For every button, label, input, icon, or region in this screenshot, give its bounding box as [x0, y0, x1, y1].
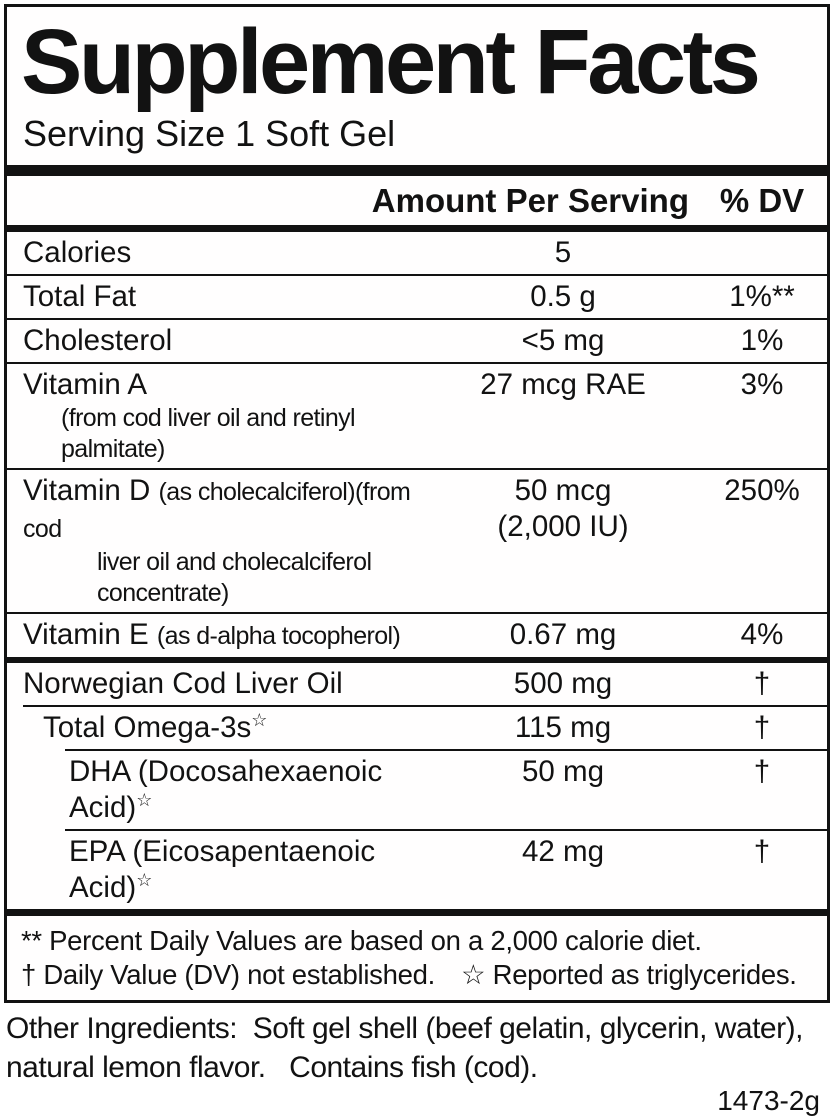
row-divider: [7, 318, 827, 321]
dv-value: 1%: [740, 324, 784, 358]
footnote-line-1: ** Percent Daily Values are based on a 2…: [21, 925, 702, 957]
footnotes: ** Percent Daily Values are based on a 2…: [7, 916, 827, 1000]
nutrient-row-cholesterol: Cholesterol <5 mg 1%: [7, 320, 827, 362]
nutrient-amount: 27 mcg RAE: [480, 368, 646, 402]
dv-value: 3%: [740, 368, 784, 402]
nutrient-amount-iu: (2,000 IU): [497, 510, 629, 544]
other-ingredients: Other Ingredients: Soft gel shell (beef …: [6, 1012, 811, 1085]
nutrient-row-total-fat: Total Fat 0.5 g 1%**: [7, 276, 827, 318]
footnote-dagger-note: † Daily Value (DV) not established.: [21, 959, 435, 991]
dv-value: 250%: [724, 474, 800, 508]
nutrient-amount: 115 mg: [514, 711, 612, 745]
row-divider-indented: [23, 705, 827, 708]
nutrient-name: EPA (Eicosapentaenoic Acid)☆: [23, 834, 423, 906]
nutrient-amount-text: 50 mcg: [514, 474, 612, 508]
row-divider: [7, 274, 827, 277]
product-code: 1473-2g: [717, 1085, 820, 1116]
percent-dv-header: % DV: [719, 181, 805, 219]
amount-per-serving-header: Amount Per Serving: [371, 181, 689, 219]
nutrient-name: Vitamin A (from cod liver oil and retiny…: [23, 367, 423, 465]
nutrient-form-note: (as d-alpha tocopherol): [156, 622, 401, 651]
nutrient-row-vitamin-d: Vitamin D (as cholecalciferol)(from cod …: [7, 470, 827, 612]
nutrient-name-text: EPA (Eicosapentaenoic Acid): [69, 835, 376, 905]
divider-section: [7, 657, 827, 664]
dv-value: 4%: [740, 618, 784, 652]
nutrient-row-epa: EPA (Eicosapentaenoic Acid)☆ 42 mg †: [7, 831, 827, 909]
row-divider: [7, 468, 827, 471]
dv-value: †: [753, 711, 771, 745]
nutrient-name: Vitamin D (as cholecalciferol)(from cod …: [23, 473, 423, 609]
nutrient-name: DHA (Docosahexaenoic Acid)☆: [23, 754, 423, 826]
divider-header-bottom: [7, 225, 827, 233]
footnote-line-2: † Daily Value (DV) not established. ☆ Rep…: [21, 958, 813, 992]
divider-footnotes-top: [7, 909, 827, 917]
nutrient-name: Cholesterol: [23, 324, 173, 358]
star-icon: ☆: [251, 710, 268, 731]
nutrient-name: Total Omega-3s☆: [23, 710, 423, 746]
footnote-star-note: ☆ Reported as triglycerides.: [460, 959, 797, 991]
row-divider-indented: [65, 749, 827, 752]
nutrient-name: Calories: [23, 236, 132, 270]
nutrient-name-text: DHA (Docosahexaenoic Acid): [69, 755, 383, 825]
nutrient-form-note: (as cholecalciferol)(from cod: [23, 478, 411, 544]
nutrient-name: Norwegian Cod Liver Oil: [23, 667, 343, 701]
nutrient-amount: 500 mg: [513, 667, 613, 701]
star-icon: ☆: [136, 790, 153, 811]
nutrient-row-total-omega-3s: Total Omega-3s☆ 115 mg †: [7, 707, 827, 749]
dv-value: †: [753, 755, 771, 789]
column-header-row: Amount Per Serving % DV: [7, 176, 827, 226]
nutrient-name-text: Vitamin D: [23, 474, 151, 508]
nutrient-amount: <5 mg: [521, 324, 605, 358]
nutrient-amount: 42 mg: [522, 835, 604, 869]
nutrient-row-cod-liver-oil: Norwegian Cod Liver Oil 500 mg †: [7, 663, 827, 705]
nutrient-amount: 50 mg: [522, 755, 604, 789]
star-icon: ☆: [136, 870, 153, 891]
nutrient-row-vitamin-e: Vitamin E (as d-alpha tocopherol) 0.67 m…: [7, 614, 827, 657]
dv-value: †: [753, 835, 771, 869]
nutrient-name-text: Total Omega-3s: [43, 711, 252, 745]
serving-size: Serving Size 1 Soft Gel: [23, 113, 396, 155]
nutrient-row-vitamin-a: Vitamin A (from cod liver oil and retiny…: [7, 364, 827, 468]
supplement-facts-panel: Supplement Facts Serving Size 1 Soft Gel…: [4, 4, 830, 1004]
nutrient-name-text: Vitamin A: [23, 368, 148, 402]
nutrient-name: Vitamin E (as d-alpha tocopherol): [23, 617, 423, 654]
dv-value: 1%**: [729, 280, 795, 314]
nutrient-amount: 5: [554, 236, 572, 270]
nutrient-name-text: Vitamin E: [23, 618, 149, 652]
nutrient-name: Total Fat: [23, 280, 137, 314]
dv-value: †: [753, 667, 771, 701]
row-divider-indented: [65, 829, 827, 832]
nutrient-amount: 50 mcg (2,000 IU): [423, 473, 703, 545]
nutrient-amount: 0.67 mg: [509, 618, 617, 652]
nutrient-source-note: (from cod liver oil and retinyl palmitat…: [61, 404, 356, 464]
nutrient-row-calories: Calories 5: [7, 232, 827, 274]
row-divider: [7, 362, 827, 365]
nutrient-source-note: liver oil and cholecalciferol concentrat…: [97, 548, 372, 608]
nutrient-amount: 0.5 g: [530, 280, 596, 314]
divider-heavy-top: [7, 164, 827, 176]
row-divider: [7, 612, 827, 615]
panel-title: Supplement Facts: [21, 11, 761, 113]
nutrient-row-dha: DHA (Docosahexaenoic Acid)☆ 50 mg †: [7, 751, 827, 829]
